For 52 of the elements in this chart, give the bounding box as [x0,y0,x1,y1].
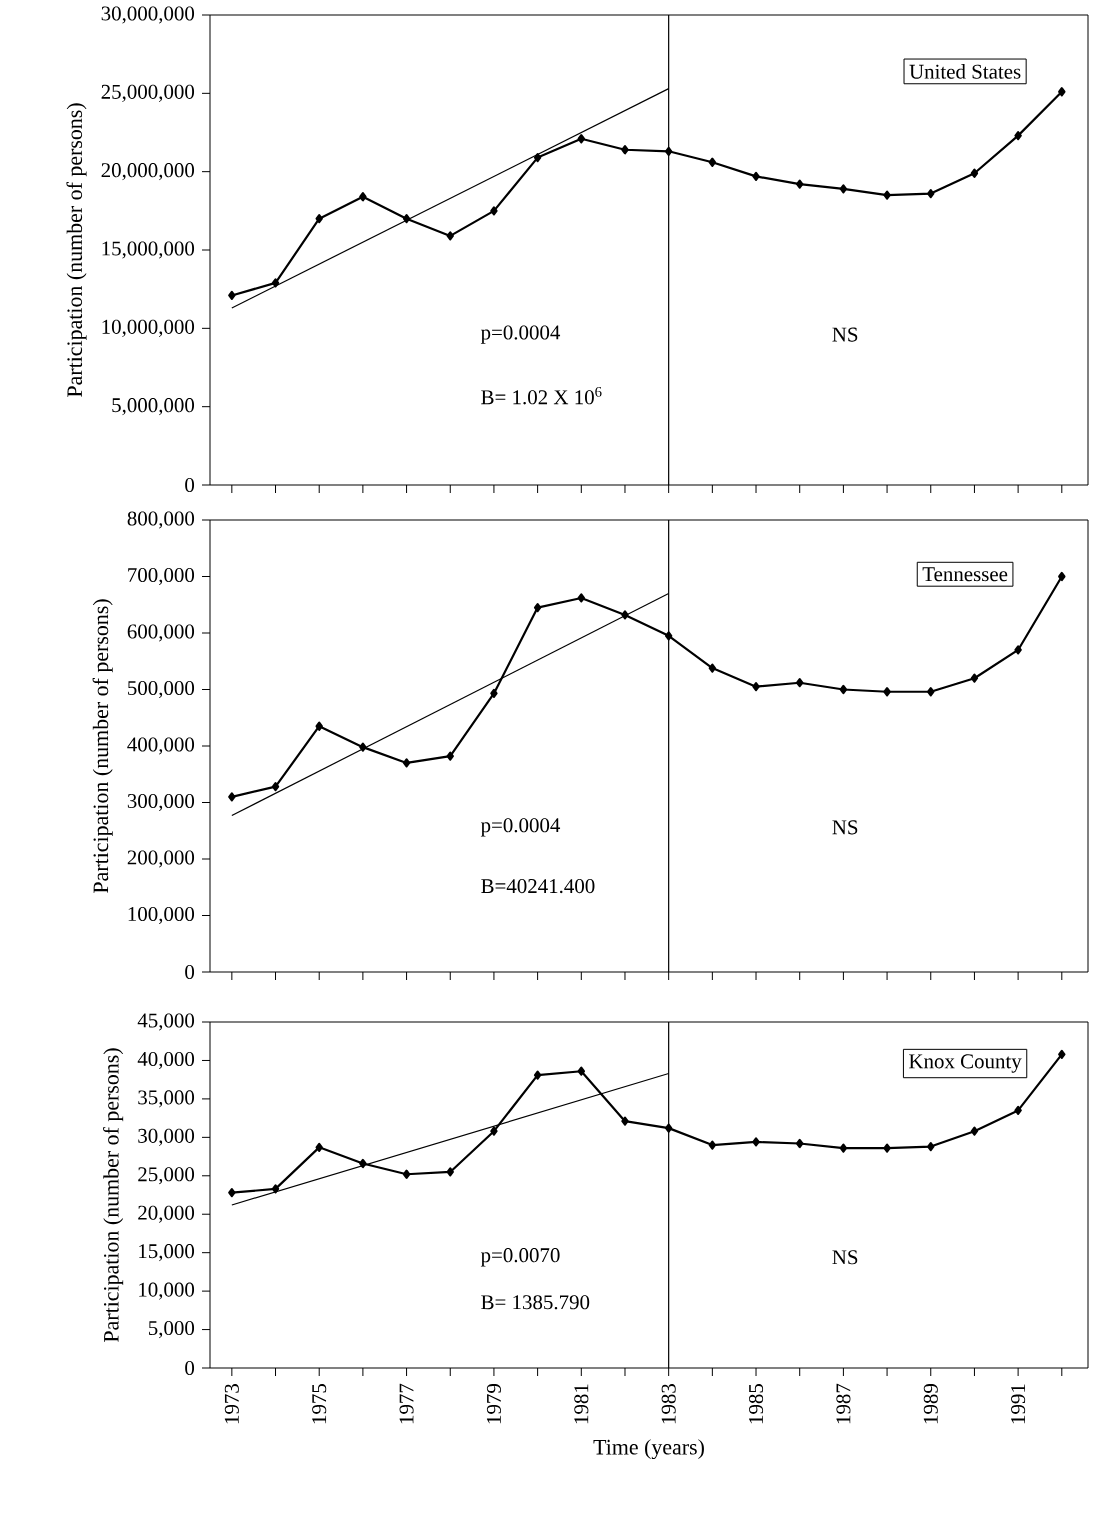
annotation: NS [832,820,858,835]
annotation: NS [832,327,858,342]
annotation: B=40241.400 [481,879,595,894]
x-tick-label: 1981 [574,1384,589,1424]
x-tick-label: 1983 [661,1384,676,1424]
y-tick-label: 100,000 [128,906,195,925]
y-tick-label: 35,000 [138,1090,195,1108]
y-tick-label: 0 [185,477,195,493]
x-tick-label: 1975 [312,1384,327,1424]
annotation: NS [832,1250,858,1265]
y-tick-label: 10,000,000 [102,319,195,337]
y-tick-label: 30,000 [138,1128,195,1146]
annotation: B= 1.02 X 10$^{6}$ [481,386,602,405]
x-tick-label: 1973 [224,1384,239,1424]
y-axis-title: Participation (number of persons) [92,599,113,893]
y-tick-label: 40,000 [137,1051,195,1070]
y-tick-label: 200,000 [127,850,195,868]
y-tick-label: 500,000 [128,680,195,699]
x-tick-label: 1987 [836,1383,851,1424]
annotation: p=0.0070 [480,1248,560,1267]
y-tick-label: 0 [185,1360,195,1376]
annotation: p=0.0004 [480,818,561,837]
y-tick-label: 45,000 [137,1013,195,1031]
y-tick-label: 400,000 [127,737,195,755]
y-tick-label: 30,000,000 [101,6,195,24]
x-tick-label: 1977 [399,1383,414,1424]
y-tick-label: 800,000 [127,511,195,529]
y-tick-label: 20,000,000 [101,163,195,181]
x-tick-label: 1979 [486,1384,501,1424]
y-tick-label: 5,000,000 [112,398,195,416]
x-tick-label: 1991 [1011,1384,1026,1424]
x-tick-label: 1985 [748,1384,764,1424]
y-tick-label: 5,000 [148,1321,195,1339]
x-axis-title: Time (years) [593,1439,704,1460]
y-tick-label: 25,000 [138,1167,195,1185]
annotation: p=0.0004 [480,325,561,344]
y-tick-label: 0 [185,964,195,980]
y-tick-label: 15,000,000 [102,241,195,259]
y-tick-label: 300,000 [127,793,195,812]
y-tick-label: 15,000 [139,1244,195,1262]
y-tick-label: 25,000,000 [101,84,195,102]
y-axis-title: Participation (number of persons) [66,103,87,397]
y-tick-label: 600,000 [127,624,195,642]
y-axis-title: Participation (number of persons) [103,1048,124,1342]
annotation: Knox County [909,1054,1022,1073]
y-tick-label: 20,000 [138,1205,195,1223]
x-tick-label: 1989 [923,1384,938,1424]
annotation: United States [909,64,1021,79]
y-tick-label: 10,000 [139,1282,195,1300]
y-tick-label: 700,000 [128,567,195,586]
annotation: B= 1385.790 [481,1295,590,1310]
annotation: Tennessee [922,567,1008,582]
